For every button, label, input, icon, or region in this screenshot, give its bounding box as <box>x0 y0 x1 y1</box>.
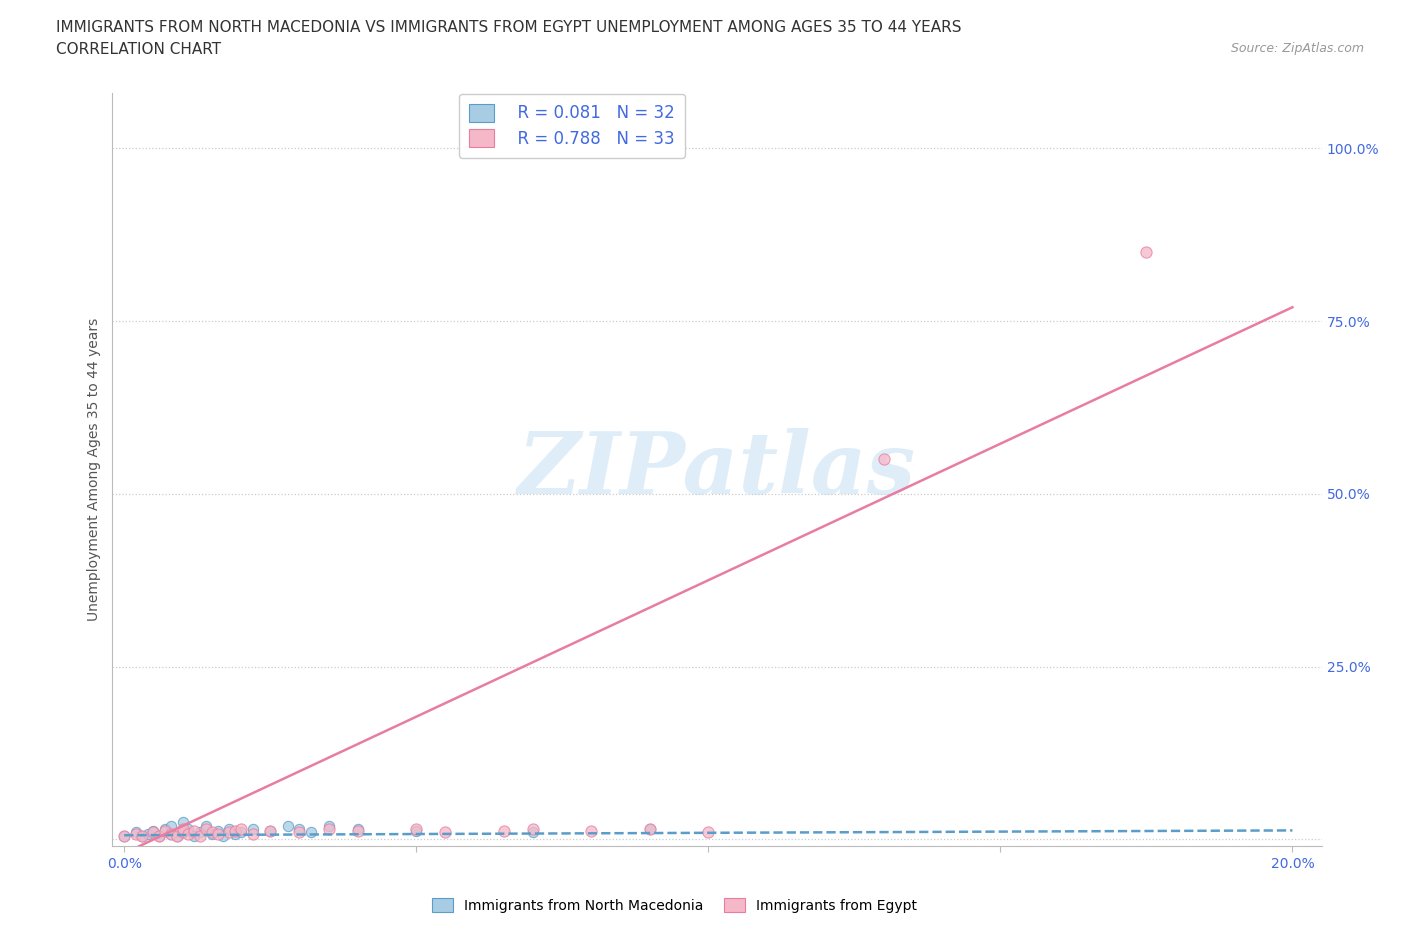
Point <box>160 818 183 833</box>
Point <box>229 821 252 836</box>
Point <box>172 815 194 830</box>
Point <box>131 829 153 844</box>
Point <box>434 825 457 840</box>
Point <box>229 825 252 840</box>
Point <box>188 829 211 844</box>
Point <box>153 821 176 836</box>
Point <box>188 825 211 840</box>
Point <box>125 827 148 842</box>
Point <box>131 829 153 844</box>
Point <box>166 829 188 844</box>
Point <box>1135 245 1157 259</box>
Text: Source: ZipAtlas.com: Source: ZipAtlas.com <box>1230 42 1364 55</box>
Point <box>160 827 183 842</box>
Point <box>201 827 224 842</box>
Point <box>259 824 281 839</box>
Point <box>318 818 340 833</box>
Point <box>212 829 235 844</box>
Point <box>172 825 194 840</box>
Point <box>148 829 170 844</box>
Point <box>299 825 322 840</box>
Point <box>242 827 264 842</box>
Text: IMMIGRANTS FROM NORTH MACEDONIA VS IMMIGRANTS FROM EGYPT UNEMPLOYMENT AMONG AGES: IMMIGRANTS FROM NORTH MACEDONIA VS IMMIG… <box>56 20 962 35</box>
Point <box>142 824 165 839</box>
Point <box>224 827 246 842</box>
Point <box>277 818 299 833</box>
Point <box>112 829 135 844</box>
Point <box>148 829 170 844</box>
Text: CORRELATION CHART: CORRELATION CHART <box>56 42 221 57</box>
Legend:   R = 0.081   N = 32,   R = 0.788   N = 33: R = 0.081 N = 32, R = 0.788 N = 33 <box>458 94 685 158</box>
Point <box>207 824 229 839</box>
Point <box>697 825 720 840</box>
Point <box>194 818 217 833</box>
Point <box>318 821 340 836</box>
Point <box>288 825 311 840</box>
Point <box>177 827 200 842</box>
Point <box>638 821 661 836</box>
Point <box>242 821 264 836</box>
Point <box>224 824 246 839</box>
Point <box>136 827 159 842</box>
Point <box>112 829 135 844</box>
Legend: Immigrants from North Macedonia, Immigrants from Egypt: Immigrants from North Macedonia, Immigra… <box>427 893 922 919</box>
Point <box>638 821 661 836</box>
Y-axis label: Unemployment Among Ages 35 to 44 years: Unemployment Among Ages 35 to 44 years <box>87 318 101 621</box>
Point <box>177 821 200 836</box>
Point <box>153 824 176 839</box>
Point <box>405 824 427 839</box>
Point <box>125 825 148 840</box>
Point <box>405 821 427 836</box>
Point <box>183 829 205 844</box>
Point <box>172 821 194 836</box>
Point <box>522 821 544 836</box>
Point <box>172 825 194 840</box>
Point <box>160 827 183 842</box>
Point <box>259 824 281 839</box>
Point <box>183 824 205 839</box>
Point <box>581 824 603 839</box>
Point <box>166 829 188 844</box>
Point <box>207 827 229 842</box>
Point <box>346 821 368 836</box>
Point <box>346 824 368 839</box>
Point <box>194 821 217 836</box>
Point <box>142 825 165 840</box>
Point <box>201 825 224 840</box>
Point <box>492 824 515 839</box>
Point <box>218 821 240 836</box>
Point <box>218 825 240 840</box>
Point <box>288 821 311 836</box>
Text: ZIPatlas: ZIPatlas <box>517 428 917 512</box>
Point <box>522 825 544 840</box>
Point <box>872 452 894 467</box>
